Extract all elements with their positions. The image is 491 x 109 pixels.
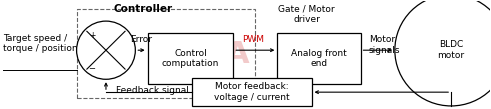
Ellipse shape	[77, 21, 136, 79]
Text: Analog front
end: Analog front end	[291, 49, 347, 68]
Text: Gate / Motor
driver: Gate / Motor driver	[278, 5, 335, 24]
Text: +: +	[89, 31, 96, 40]
Text: Motor feedback:
voltage / current: Motor feedback: voltage / current	[214, 83, 289, 102]
Bar	[77, 9, 255, 98]
Text: Feedback signal: Feedback signal	[116, 86, 189, 95]
Text: −: −	[88, 65, 95, 74]
Text: Error: Error	[131, 35, 152, 44]
Text: KIA: KIA	[191, 40, 250, 69]
Ellipse shape	[395, 0, 491, 106]
Bar	[148, 33, 233, 84]
Text: Target speed /
torque / position: Target speed / torque / position	[3, 34, 78, 53]
Text: BLDC
motor: BLDC motor	[437, 41, 464, 60]
Text: PWM: PWM	[242, 35, 264, 44]
Text: Controller: Controller	[113, 4, 172, 14]
Text: Motor
signals: Motor signals	[369, 35, 400, 54]
Text: Control
computation: Control computation	[162, 49, 219, 68]
Bar	[191, 78, 312, 106]
Bar	[277, 33, 360, 84]
